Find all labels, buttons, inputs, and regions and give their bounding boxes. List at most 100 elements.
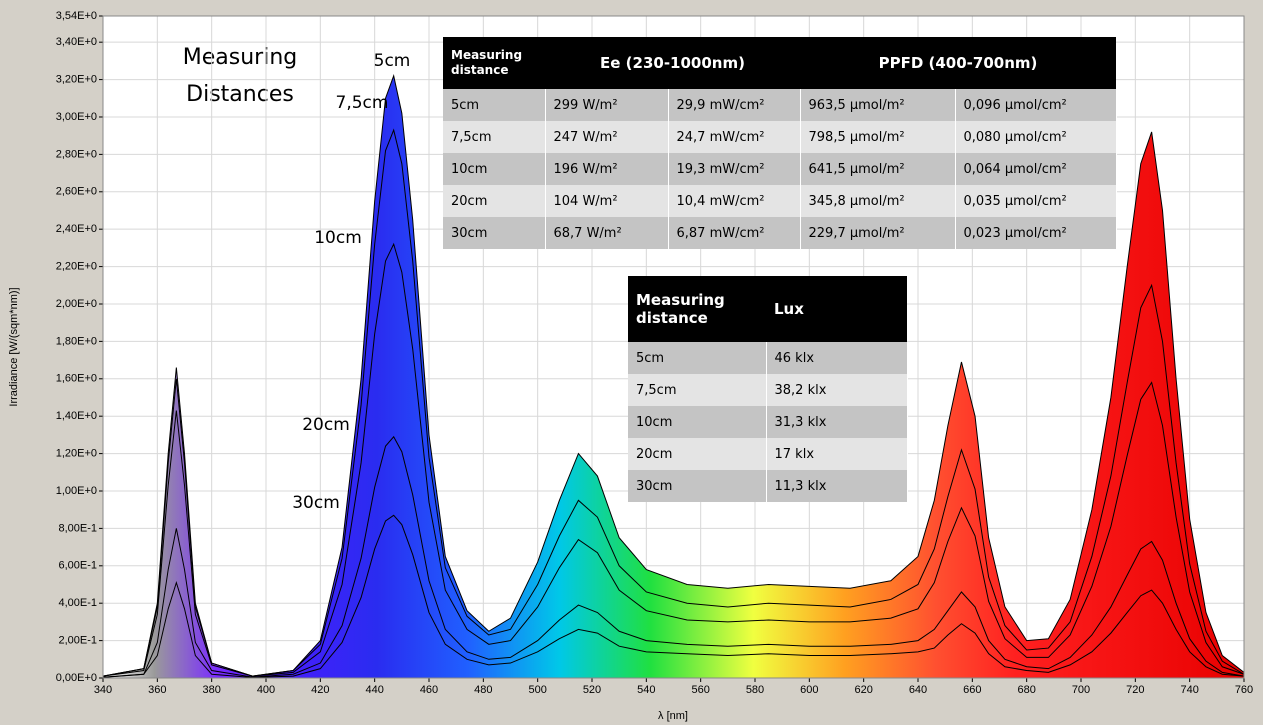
- header-cell: Lux: [766, 276, 907, 342]
- table-cell: 17 klx: [766, 438, 908, 470]
- table-row: 10cm 196 W/m² 19,3 mW/cm² 641,5 µmol/m² 0,06…: [443, 153, 1117, 185]
- y-tick-label: 1,60E+0: [56, 373, 97, 385]
- x-tick-label: 360: [148, 684, 166, 696]
- y-tick-label: 3,20E+0: [56, 73, 97, 85]
- data-table: Measuring distance Lux 5cm 46 klx 7,5cm 38,2 …: [628, 276, 908, 502]
- y-tick-label: 1,40E+0: [56, 410, 97, 422]
- x-tick-label: 540: [637, 684, 655, 696]
- series-line: [102, 435, 1245, 678]
- y-tick-label: 6,00E-1: [58, 560, 97, 572]
- table-cell: 10cm: [628, 406, 767, 438]
- table-row: 7,5cm 247 W/m² 24,7 mW/cm² 798,5 µmol/m² 0,0…: [443, 121, 1117, 153]
- table-cell: 641,5 µmol/m²: [800, 153, 956, 185]
- header-row: Measuring distance Ee (230-1000nm) PPFD (4…: [443, 37, 1116, 89]
- table-cell: 229,7 µmol/m²: [800, 217, 956, 249]
- y-axis-label: Irradiance [W/(sqm*nm)]: [8, 287, 20, 406]
- x-tick-label: 500: [528, 684, 546, 696]
- series-label: 7,5cm: [336, 93, 389, 113]
- x-tick-label: 600: [800, 684, 818, 696]
- y-tick-label: 1,00E+0: [56, 485, 97, 497]
- table-row: 5cm 299 W/m² 29,9 mW/cm² 963,5 µmol/m² 0,096…: [443, 89, 1117, 121]
- table-row: 5cm 46 klx: [628, 342, 908, 374]
- y-tick-label: 3,00E+0: [56, 111, 97, 123]
- y-tick-label: 1,20E+0: [56, 447, 97, 459]
- table-cell: 7,5cm: [628, 374, 767, 406]
- y-tick-label: 2,40E+0: [56, 223, 97, 235]
- y-tick-label: 3,40E+0: [56, 36, 97, 48]
- table-row: 30cm 68,7 W/m² 6,87 mW/cm² 229,7 µmol/m² 0,0…: [443, 217, 1117, 249]
- x-axis-label: λ [nm]: [658, 710, 688, 722]
- table-cell: 345,8 µmol/m²: [800, 185, 956, 217]
- series-label: 30cm: [292, 493, 340, 513]
- table-cell: 10cm: [443, 153, 546, 185]
- table-cell: 31,3 klx: [766, 406, 908, 438]
- x-tick-label: 340: [94, 684, 112, 696]
- x-tick-label: 560: [691, 684, 709, 696]
- y-tick-label: 8,00E-1: [58, 522, 97, 534]
- table-cell: 29,9 mW/cm²: [668, 89, 801, 121]
- data-table: Measuring distance Ee (230-1000nm) PPFD (4…: [443, 37, 1117, 249]
- annotation: Distances: [186, 82, 294, 107]
- table-cell: 30cm: [443, 217, 546, 249]
- x-tick-label: 580: [746, 684, 764, 696]
- y-tick-label: 2,60E+0: [56, 186, 97, 198]
- table-cell: 6,87 mW/cm²: [668, 217, 801, 249]
- y-tick-label: 2,00E-1: [58, 635, 97, 647]
- x-tick-label: 480: [474, 684, 492, 696]
- x-tick-label: 680: [1017, 684, 1035, 696]
- y-tick-label: 3,54E+0: [56, 10, 97, 22]
- x-tick-label: 520: [583, 684, 601, 696]
- header-cell: PPFD (400-700nm): [800, 37, 1116, 89]
- y-tick-label: 1,80E+0: [56, 335, 97, 347]
- table-cell: 19,3 mW/cm²: [668, 153, 801, 185]
- table-row: 20cm 104 W/m² 10,4 mW/cm² 345,8 µmol/m² 0,03…: [443, 185, 1117, 217]
- y-tick-label: 2,20E+0: [56, 260, 97, 272]
- table-row: 10cm 31,3 klx: [628, 406, 908, 438]
- spectrum-area: [103, 75, 1244, 679]
- table-cell: 20cm: [443, 185, 546, 217]
- table-cell: 798,5 µmol/m²: [800, 121, 956, 153]
- series-label: 10cm: [314, 228, 362, 248]
- y-tick-label: 0,00E+0: [56, 672, 97, 684]
- table-cell: 20cm: [628, 438, 767, 470]
- x-tick-label: 660: [963, 684, 981, 696]
- x-tick-label: 700: [1072, 684, 1090, 696]
- table-cell: 299 W/m²: [545, 89, 669, 121]
- table-row: 30cm 11,3 klx: [628, 470, 908, 502]
- table-cell: 5cm: [443, 89, 546, 121]
- series-label: 20cm: [302, 415, 350, 435]
- y-tick-label: 2,80E+0: [56, 148, 97, 160]
- series-label: 5cm: [374, 51, 411, 71]
- table-cell: 0,023 µmol/cm²: [955, 217, 1117, 249]
- x-tick-label: 420: [311, 684, 329, 696]
- table-cell: 7,5cm: [443, 121, 546, 153]
- y-tick-label: 2,00E+0: [56, 298, 97, 310]
- table-cell: 104 W/m²: [545, 185, 669, 217]
- header-row: Measuring distance Lux: [628, 276, 907, 342]
- table-cell: 30cm: [628, 470, 767, 502]
- table-cell: 0,080 µmol/cm²: [955, 121, 1117, 153]
- table-cell: 5cm: [628, 342, 767, 374]
- x-tick-label: 460: [420, 684, 438, 696]
- table-row: 20cm 17 klx: [628, 438, 908, 470]
- table-cell: 11,3 klx: [766, 470, 908, 502]
- annotation: Measuring: [183, 45, 297, 70]
- plot-frame: [102, 15, 1245, 679]
- table-cell: 0,064 µmol/cm²: [955, 153, 1117, 185]
- header-cell: Ee (230-1000nm): [545, 37, 800, 89]
- x-tick-label: 380: [202, 684, 220, 696]
- table-cell: 10,4 mW/cm²: [668, 185, 801, 217]
- y-tick-label: 4,00E-1: [58, 597, 97, 609]
- x-tick-label: 620: [854, 684, 872, 696]
- header-cell: Measuring distance: [628, 276, 766, 342]
- x-tick-label: 440: [365, 684, 383, 696]
- x-tick-label: 720: [1126, 684, 1144, 696]
- x-tick-label: 640: [909, 684, 927, 696]
- series-line: [102, 242, 1245, 677]
- header-cell: Measuring distance: [443, 37, 545, 89]
- table-cell: 247 W/m²: [545, 121, 669, 153]
- table-cell: 0,035 µmol/cm²: [955, 185, 1117, 217]
- table-cell: 0,096 µmol/cm²: [955, 89, 1117, 121]
- table-cell: 38,2 klx: [766, 374, 908, 406]
